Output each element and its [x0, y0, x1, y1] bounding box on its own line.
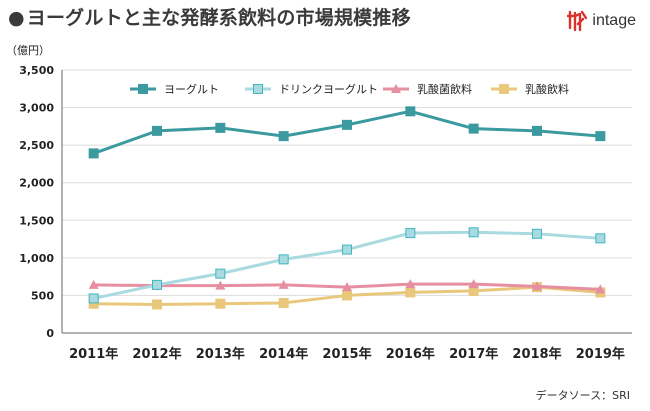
data-point [405, 228, 416, 239]
data-point [405, 279, 416, 289]
data-point [342, 244, 352, 255]
data-point [468, 123, 479, 134]
gridlines [61, 69, 632, 334]
data-point [152, 299, 162, 310]
series-2 [88, 227, 606, 304]
data-point [88, 148, 99, 159]
legend: ヨーグルト ドリンクヨーグルト 乳酸菌飲料 乳酸飲料 [130, 82, 569, 96]
data-point [532, 281, 542, 291]
data-point [342, 119, 352, 130]
series-lines [88, 106, 606, 310]
legend-item: ドリンクヨーグルト [245, 82, 378, 96]
series-line [93, 109, 601, 155]
x-tick-label: 2012年 [132, 346, 181, 362]
data-point [152, 279, 162, 290]
y-tick-label: 2,500 [19, 139, 54, 152]
data-point [342, 290, 352, 301]
data-point [278, 279, 289, 289]
legend-item: 乳酸飲料 [491, 82, 569, 96]
series-1 [88, 106, 606, 159]
legend-item: 乳酸菌飲料 [383, 82, 472, 96]
y-tick-labels: 0 500 1,000 1,500 2,000 2,500 3,000 3,500 [19, 64, 54, 340]
data-point [532, 228, 542, 239]
data-point [468, 279, 479, 289]
legend-marker [138, 84, 148, 94]
logo-text: intage [592, 12, 636, 29]
x-tick-labels: 2011年 2012年 2013年 2014年 2015年 2016年 2017年 2018年… [69, 346, 625, 362]
y-tick-label: 0 [46, 327, 54, 340]
y-tick-label: 3,500 [19, 64, 54, 77]
intage-logo-icon [567, 10, 588, 32]
data-point [152, 125, 162, 136]
data-point [595, 284, 606, 294]
data-point [532, 125, 542, 136]
x-tick-label: 2017年 [449, 346, 498, 362]
title-bullet: ● [8, 7, 25, 29]
data-point [215, 268, 226, 279]
x-tick-label: 2016年 [386, 346, 435, 362]
y-tick-label: 1,500 [19, 214, 54, 227]
y-axis-label: （億円） [6, 44, 50, 57]
legend-item: ヨーグルト [130, 82, 219, 96]
x-tick-label: 2011年 [69, 346, 118, 362]
data-point [215, 122, 226, 133]
legend-label: ヨーグルト [164, 82, 219, 96]
data-point [278, 297, 289, 308]
data-point [342, 282, 352, 292]
y-tick-label: 1,000 [19, 252, 54, 265]
data-point [215, 280, 226, 290]
x-tick-label: 2019年 [576, 346, 625, 362]
data-source-note: データソース：SRI [535, 389, 630, 402]
x-tick-label: 2013年 [196, 346, 245, 362]
x-tick-label: 2018年 [512, 346, 561, 362]
x-tick-label: 2014年 [259, 346, 308, 362]
data-point [215, 298, 226, 309]
data-point [88, 279, 99, 289]
series-3 [88, 279, 606, 294]
legend-marker [391, 84, 401, 93]
data-point [595, 131, 606, 142]
chart-title: ● ヨーグルトと主な発酵系飲料の市場規模推移 [8, 3, 411, 30]
legend-label: 乳酸飲料 [525, 82, 569, 96]
data-point [278, 254, 289, 265]
legend-marker [253, 84, 263, 94]
y-tick-label: 2,000 [19, 177, 54, 190]
data-point [405, 287, 416, 298]
title-text: ヨーグルトと主な発酵系飲料の市場規模推移 [26, 7, 411, 29]
legend-marker [499, 84, 509, 94]
data-point [595, 233, 606, 244]
x-tick-label: 2015年 [322, 346, 371, 362]
intage-logo: intage [567, 10, 636, 32]
data-point [405, 106, 416, 117]
data-point [88, 293, 99, 304]
data-point [278, 131, 289, 142]
y-tick-label: 3,000 [19, 102, 54, 115]
legend-label: ドリンクヨーグルト [279, 82, 378, 96]
data-point [468, 227, 479, 238]
y-tick-label: 500 [31, 289, 54, 302]
legend-label: 乳酸菌飲料 [417, 82, 472, 96]
